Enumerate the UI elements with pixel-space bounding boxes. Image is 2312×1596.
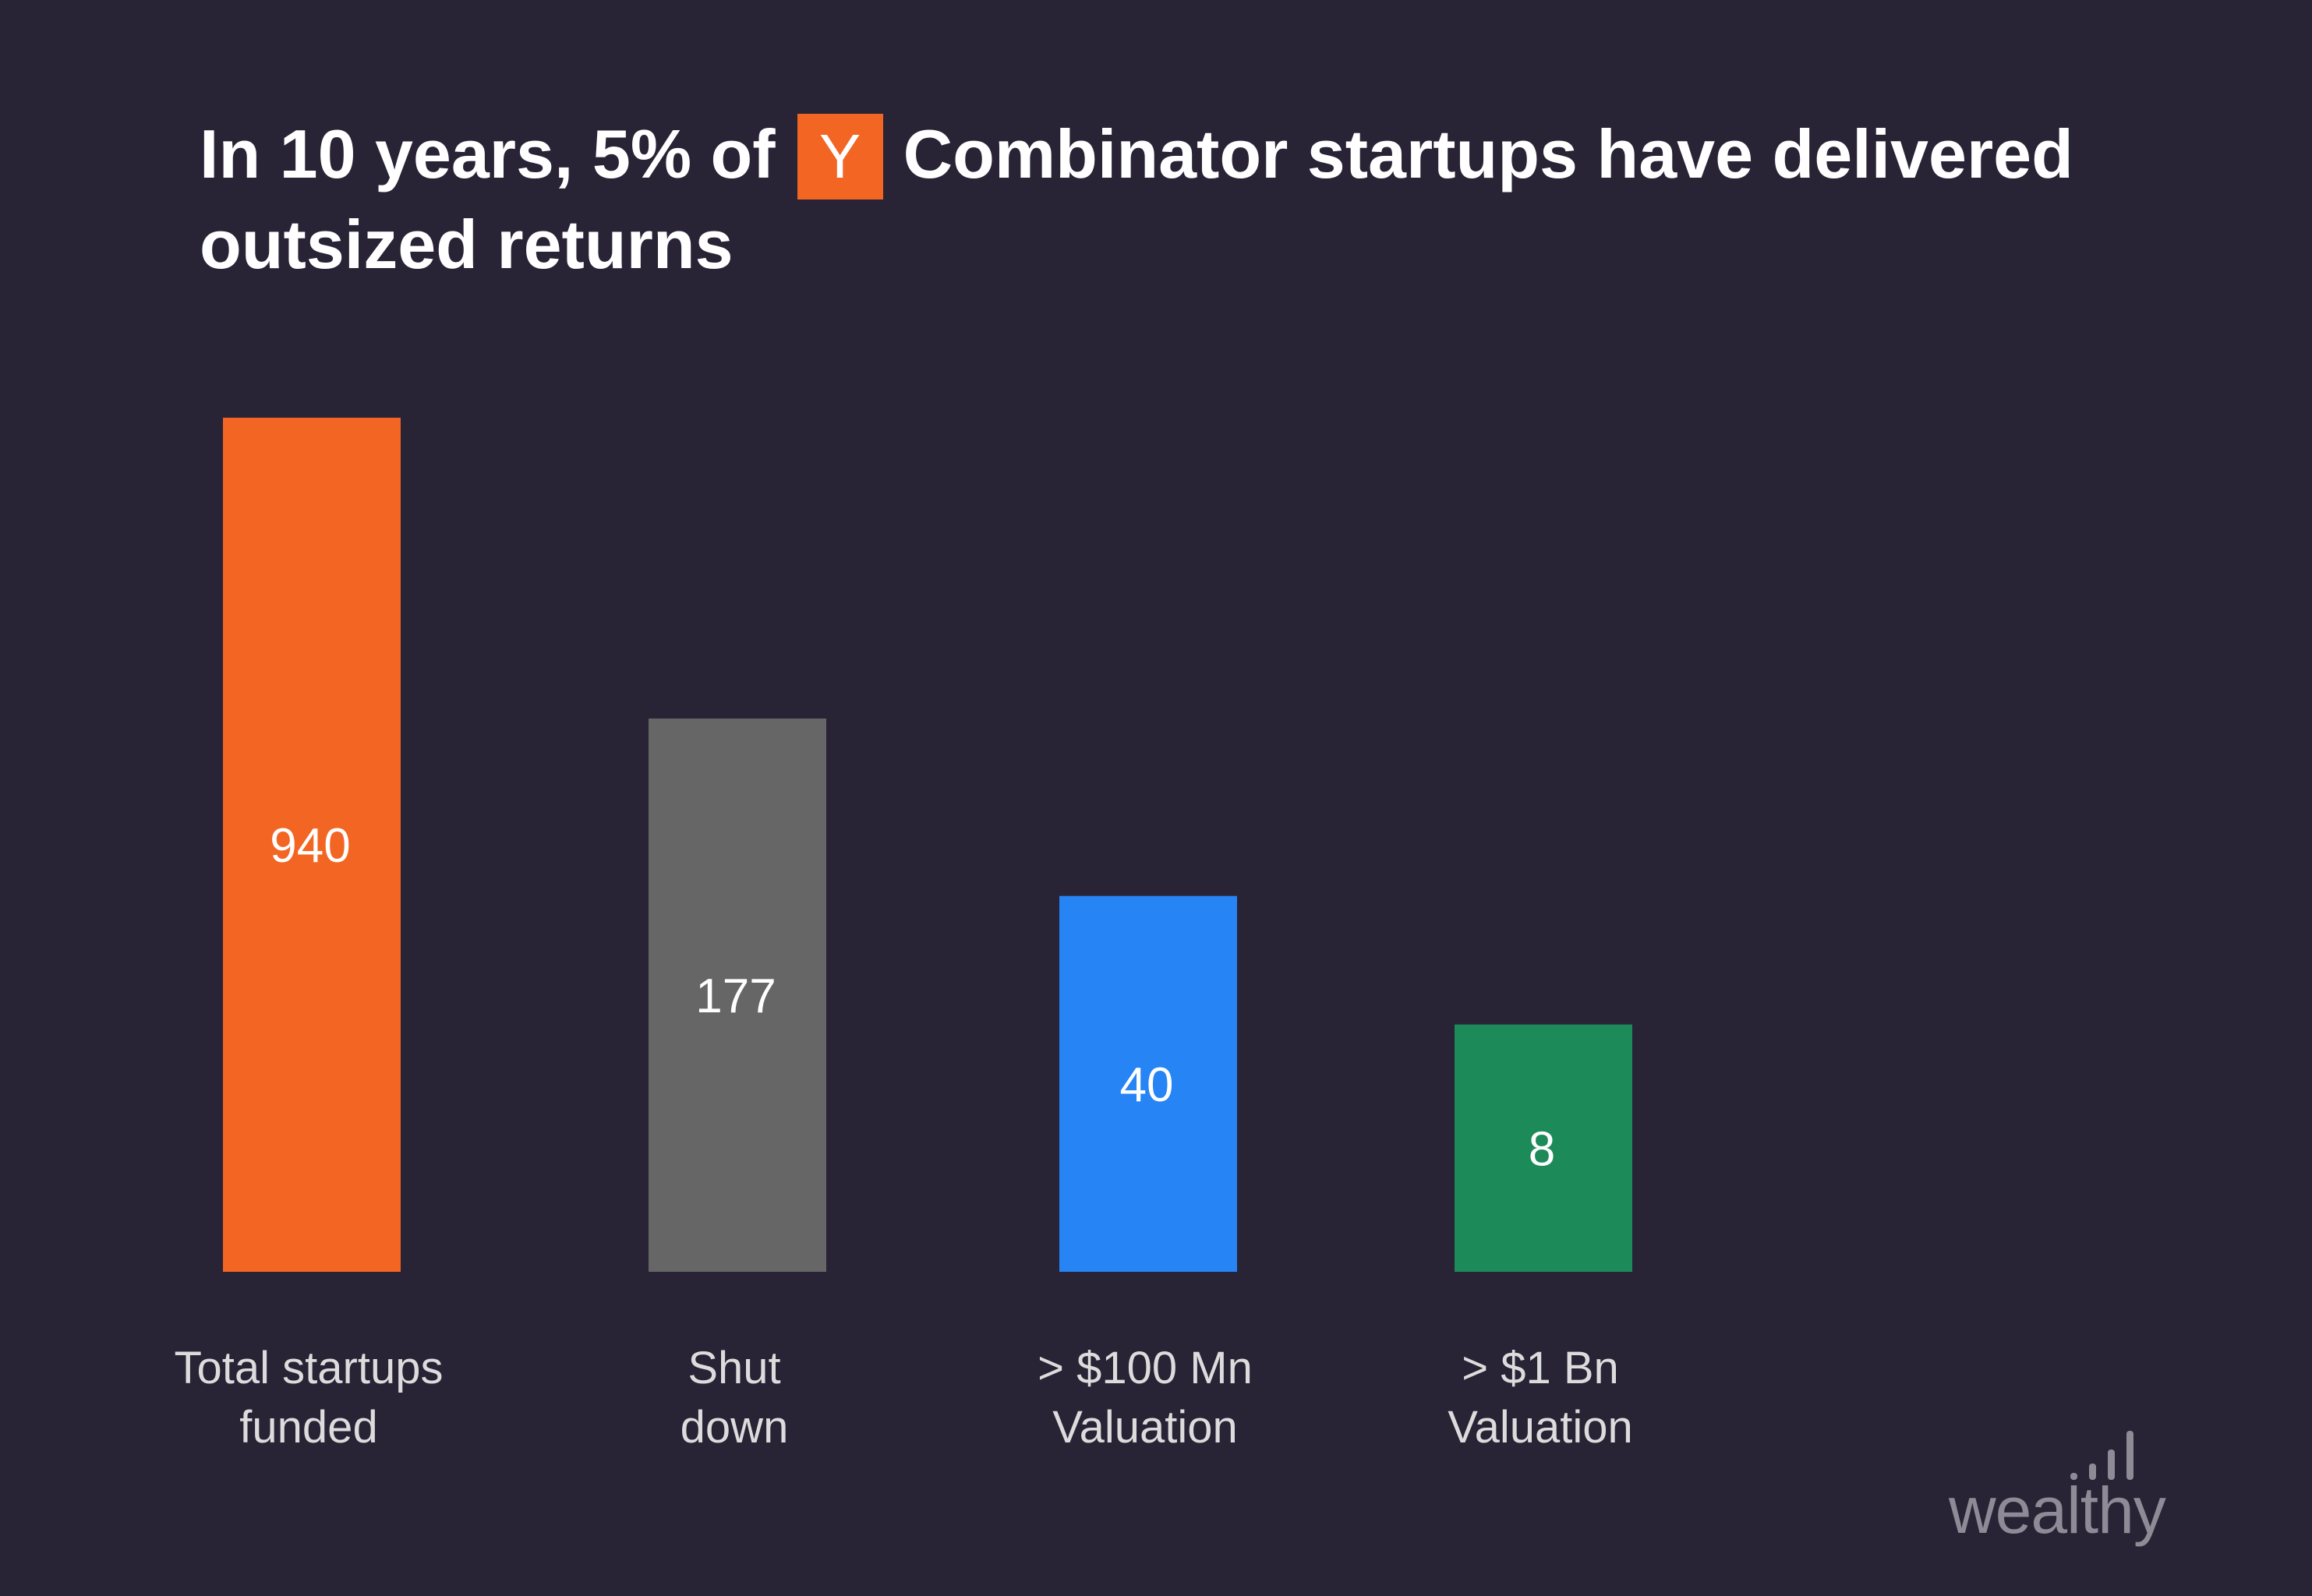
category-label-3-line-1: Valuation [1448, 1402, 1633, 1453]
title-part-2: Combinator startups have delivered outsi… [200, 115, 2073, 283]
category-label-0-line-0: Total startups [175, 1343, 444, 1393]
y-combinator-logo-icon: Y [797, 114, 883, 200]
bar-value-label-3: 8 [1529, 1122, 1555, 1176]
category-label-1-line-0: Shut [688, 1343, 780, 1393]
bar-value-label-1: 177 [695, 969, 776, 1023]
bars-logo-icon [2070, 1431, 2133, 1480]
category-label-0-line-1: funded [239, 1402, 377, 1453]
chart-title: In 10 years, 5% of Y Combinator startups h… [200, 109, 2195, 290]
bar-value-label-2: 40 [1120, 1058, 1174, 1112]
category-label-1-line-1: down [681, 1402, 789, 1453]
category-label-3-line-0: > $1 Bn [1462, 1343, 1619, 1393]
title-part-1: In 10 years, 5% of [200, 115, 776, 192]
category-label-2-line-1: Valuation [1052, 1402, 1238, 1453]
bar-0 [223, 418, 401, 1272]
bar-2 [1059, 895, 1237, 1272]
category-label-2-line-0: > $100 Mn [1038, 1343, 1253, 1393]
brand-name: wealthy [1949, 1474, 2166, 1547]
wealthy-logo: wealthy [1949, 1426, 2198, 1551]
bar-3 [1455, 1024, 1632, 1272]
bar-1 [649, 718, 826, 1272]
bar-value-label-0: 940 [270, 819, 350, 873]
